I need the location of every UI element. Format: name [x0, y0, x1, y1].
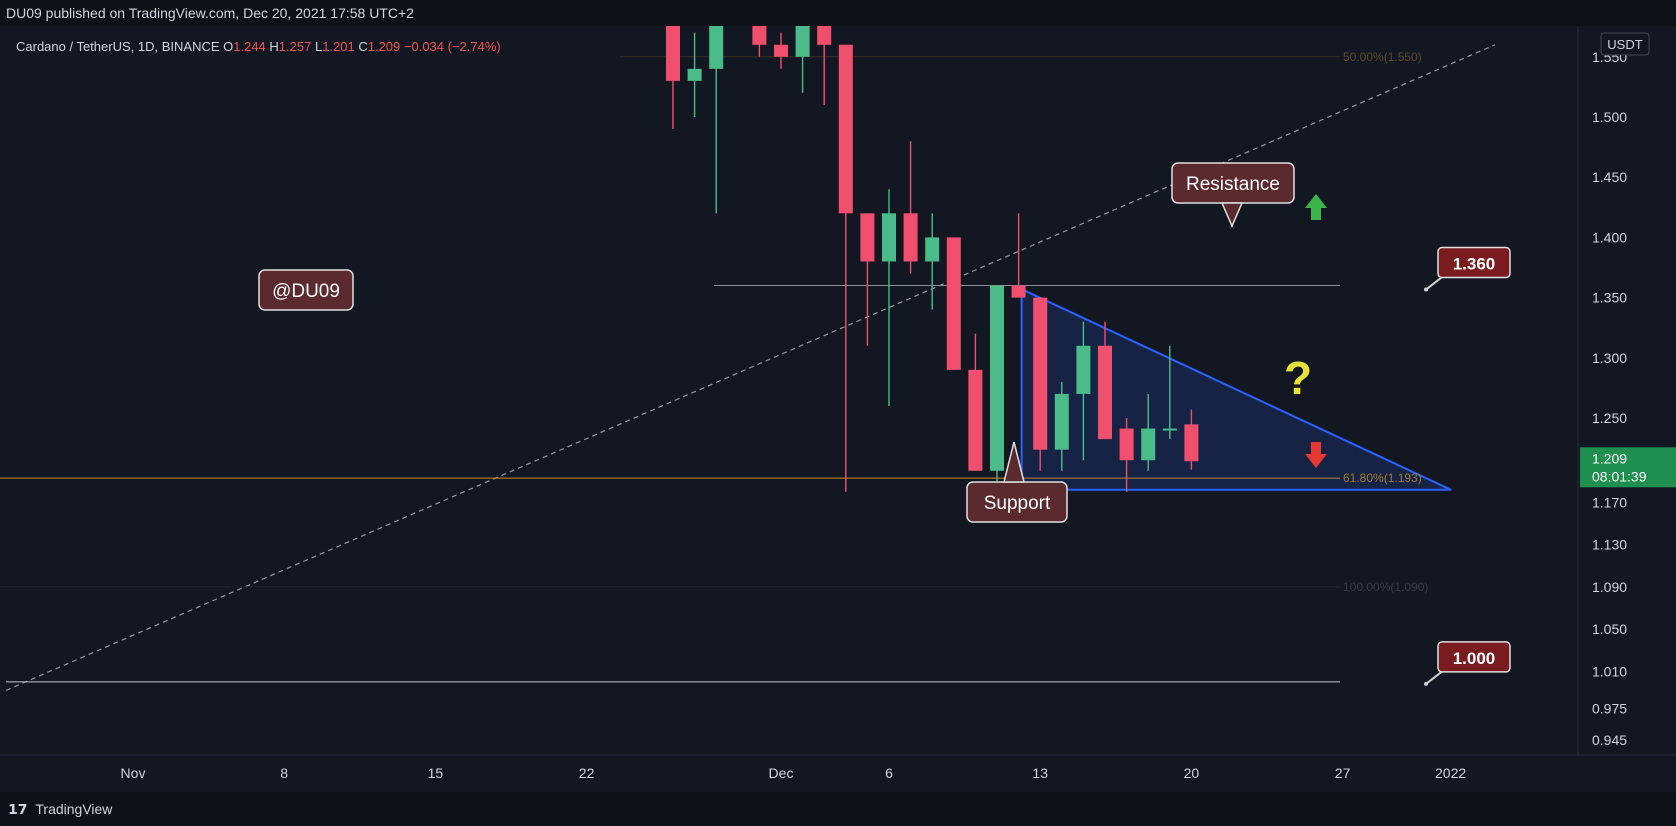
countdown-text: 08:01:39	[1592, 468, 1647, 484]
x-tick-label: 13	[1032, 765, 1048, 781]
footer-bar: 𝟭𝟳 TradingView	[0, 792, 1676, 826]
x-tick-label: 15	[428, 765, 444, 781]
candle-body	[817, 0, 832, 45]
resistance-price-tag-text: 1.360	[1453, 255, 1496, 274]
lines-layer	[0, 44, 1496, 691]
x-tick-label: 20	[1184, 765, 1200, 781]
candle-body	[1098, 345, 1112, 440]
support-callout: Support	[966, 441, 1068, 523]
footer-brand[interactable]: TradingView	[35, 801, 113, 817]
fib-100-label: 100.00%(1.090)	[1343, 580, 1428, 594]
publisher-text: DU09 published on TradingView.com, Dec 2…	[6, 5, 414, 21]
candle-body	[903, 213, 918, 262]
x-tick-label: Dec	[769, 765, 794, 781]
axes-layer: 1.5501.5001.4501.4001.3501.3001.2501.170…	[121, 32, 1676, 781]
annotations-layer: Resistance Support @DU09 1.360 1.000? 50.00%(…	[258, 50, 1511, 686]
candle-body	[1011, 285, 1026, 298]
down-arrow-shape	[1305, 442, 1327, 468]
currency-label: USDT	[1607, 37, 1642, 52]
price-chart[interactable]: Resistance Support @DU09 1.360 1.000? 50.00%(…	[0, 0, 1676, 792]
candle-body	[1184, 424, 1199, 462]
y-tick-label: 1.500	[1592, 109, 1627, 125]
y-tick-label: 1.350	[1592, 290, 1627, 306]
candle-body	[795, 0, 810, 57]
candle-body	[1162, 428, 1177, 431]
chart-area[interactable]: Resistance Support @DU09 1.360 1.000? 50.00%(…	[0, 0, 1676, 792]
y-tick-label: 1.250	[1592, 410, 1627, 426]
x-tick-label: 2022	[1435, 765, 1466, 781]
candle-body	[968, 369, 983, 471]
candle-body	[709, 0, 724, 69]
target-price-tag-text: 1.000	[1453, 649, 1496, 668]
x-tick-label: 8	[280, 765, 288, 781]
x-tick-label: 6	[885, 765, 893, 781]
current-price-text: 1.209	[1592, 450, 1627, 466]
candle-body	[946, 237, 961, 370]
legend-layer: Cardano / TetherUS, 1D, BINANCE O1.244 H…	[16, 39, 501, 54]
candle-body	[882, 213, 896, 262]
candle-body	[1033, 297, 1048, 450]
candle-body	[860, 213, 875, 262]
candle-body	[1141, 428, 1156, 461]
target-price-tag-box	[1437, 641, 1511, 673]
y-tick-label: 1.130	[1592, 537, 1627, 553]
resistance-callout-text: Resistance	[1186, 174, 1280, 195]
symbol-legend: Cardano / TetherUS, 1D, BINANCE O1.244 H…	[16, 39, 501, 54]
resistance-price-tag-dot	[1424, 287, 1428, 292]
target-price-tag-dot	[1424, 681, 1428, 686]
candle-body	[990, 285, 1004, 471]
author-tag-text: @DU09	[272, 281, 340, 302]
resistance-callout: Resistance	[1171, 162, 1295, 228]
candle-body	[1054, 393, 1069, 450]
current-price-tag	[1580, 447, 1676, 488]
support-callout-text: Support	[984, 493, 1051, 514]
candle-body	[666, 0, 680, 81]
author-tag-box	[258, 269, 354, 311]
x-tick-label: Nov	[121, 765, 146, 781]
fib-50-label: 50.00%(1.550)	[1343, 50, 1422, 64]
down-arrow-icon	[1305, 442, 1327, 468]
candle-body	[925, 237, 940, 262]
tradingview-logo-icon: 𝟭𝟳	[8, 801, 28, 817]
y-tick-label: 1.090	[1592, 579, 1627, 595]
x-tick-label: 27	[1335, 765, 1351, 781]
author-tag: @DU09	[258, 269, 354, 311]
rising-trendline	[5, 44, 1496, 691]
y-tick-label: 0.945	[1592, 732, 1627, 748]
candle-body	[838, 44, 853, 214]
y-tick-label: 1.050	[1592, 621, 1627, 637]
y-tick-label: 0.975	[1592, 700, 1627, 716]
y-tick-label: 1.400	[1592, 229, 1627, 245]
target-price-tag: 1.000	[1424, 641, 1511, 686]
x-tick-label: 22	[579, 765, 595, 781]
question-mark: ?	[1284, 352, 1312, 404]
candle-body	[774, 44, 788, 57]
publisher-bar: DU09 published on TradingView.com, Dec 2…	[0, 0, 1676, 26]
resistance-price-tag: 1.360	[1424, 246, 1511, 292]
up-arrow-shape	[1305, 194, 1327, 220]
currency-badge	[1600, 32, 1650, 56]
resistance-callout-pointer	[1220, 202, 1244, 228]
y-tick-label: 1.450	[1592, 169, 1627, 185]
y-tick-label: 1.010	[1592, 663, 1627, 679]
up-arrow-icon	[1305, 194, 1327, 220]
fib-618-label: 61.80%(1.193)	[1343, 471, 1422, 485]
resistance-price-tag-box	[1437, 246, 1511, 279]
candle-body	[1119, 428, 1134, 461]
candle-body	[1076, 345, 1091, 394]
candle-body	[687, 68, 702, 81]
y-tick-label: 1.300	[1592, 350, 1627, 366]
support-callout-pointer	[1003, 441, 1025, 483]
grid-layer	[0, 26, 1676, 756]
candle-body	[752, 0, 767, 45]
y-tick-label: 1.170	[1592, 494, 1627, 510]
